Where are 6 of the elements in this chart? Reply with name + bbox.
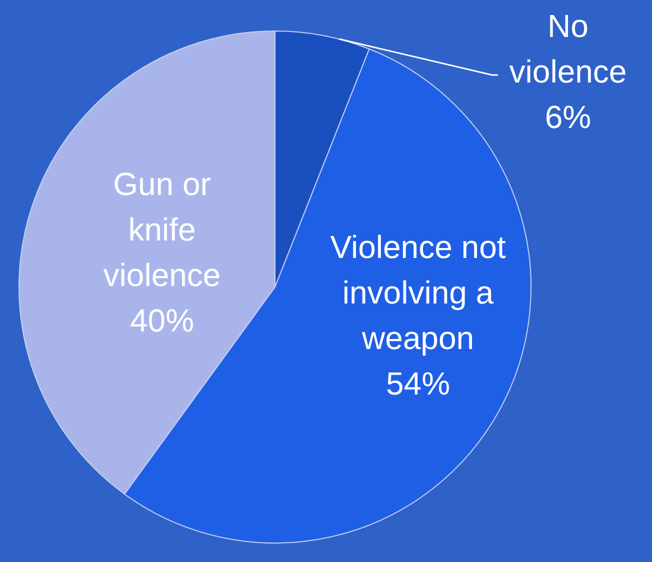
data-label: 54% [386, 366, 450, 402]
slice-label: Gun or knife violence [103, 166, 221, 293]
slice-label: No violence [509, 8, 627, 90]
data-label: 40% [130, 302, 194, 338]
slice-label: Violence not involving a weapon [330, 229, 506, 356]
data-label: 6% [544, 99, 592, 135]
